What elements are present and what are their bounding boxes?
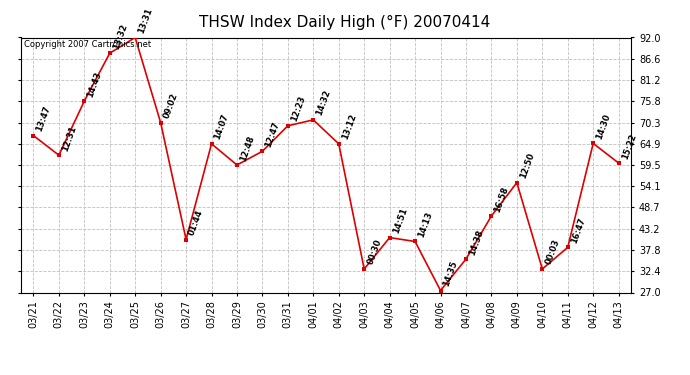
Text: 12:50: 12:50 — [518, 152, 536, 180]
Text: 12:31: 12:31 — [60, 124, 78, 152]
Text: 13:32: 13:32 — [111, 22, 129, 50]
Text: 12:47: 12:47 — [264, 120, 282, 148]
Text: 09:02: 09:02 — [162, 92, 179, 120]
Text: 13:47: 13:47 — [34, 105, 52, 133]
Text: 13:12: 13:12 — [340, 113, 357, 141]
Text: 14:30: 14:30 — [595, 112, 612, 141]
Text: 12:23: 12:23 — [289, 95, 307, 123]
Text: 00:03: 00:03 — [544, 238, 561, 266]
Text: 13:31: 13:31 — [137, 7, 154, 35]
Text: 14:43: 14:43 — [86, 70, 104, 98]
Text: 00:30: 00:30 — [366, 238, 383, 266]
Text: 16:47: 16:47 — [569, 216, 586, 244]
Text: 14:13: 14:13 — [417, 210, 434, 239]
Text: Copyright 2007 Cartronics.net: Copyright 2007 Cartronics.net — [23, 40, 151, 49]
Text: 14:38: 14:38 — [467, 228, 485, 256]
Text: 16:58: 16:58 — [493, 185, 511, 213]
Text: 14:32: 14:32 — [315, 89, 333, 117]
Text: 14:51: 14:51 — [391, 207, 408, 235]
Text: 01:44: 01:44 — [188, 209, 205, 237]
Text: 15:22: 15:22 — [620, 132, 638, 160]
Text: 14:07: 14:07 — [213, 113, 230, 141]
Text: 14:35: 14:35 — [442, 260, 460, 288]
Text: 12:48: 12:48 — [238, 134, 256, 162]
Text: THSW Index Daily High (°F) 20070414: THSW Index Daily High (°F) 20070414 — [199, 15, 491, 30]
